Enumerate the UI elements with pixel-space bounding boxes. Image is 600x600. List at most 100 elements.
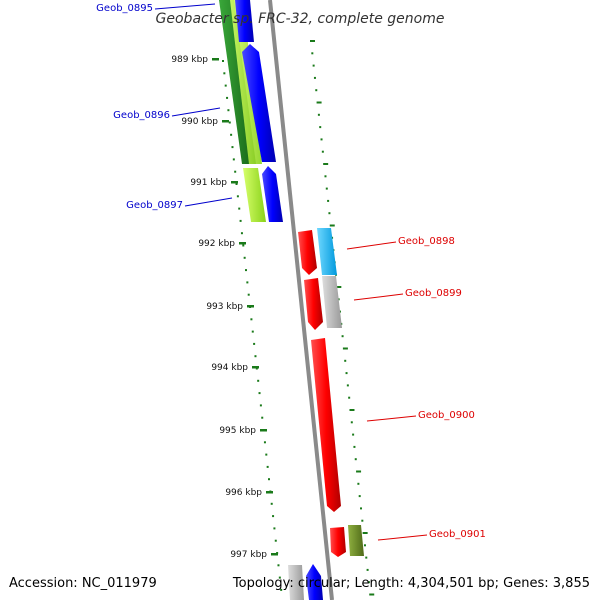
- gene-arrow-0900: [311, 338, 341, 512]
- tick-mark: [246, 281, 249, 284]
- genes-minus-strand: [235, 0, 283, 222]
- tick-mark: [266, 465, 269, 468]
- tick-mark: [346, 384, 349, 387]
- tick-mark: [311, 52, 314, 55]
- tick-mark: [341, 335, 344, 338]
- tick-mark: [344, 359, 347, 362]
- gene-leader-line: [171, 107, 221, 117]
- tick-mark: [352, 433, 355, 436]
- tick-mark: [231, 146, 234, 149]
- tick-mark: [327, 199, 330, 202]
- gene-label: Geob_0897: [126, 200, 183, 211]
- gene-label: Geob_0901: [429, 529, 486, 540]
- tick-mark: [315, 89, 318, 92]
- kbp-label: 992 kbp: [198, 239, 235, 249]
- gene-arrow-next: [306, 564, 323, 600]
- tick-mark: [369, 593, 375, 596]
- kbp-tick: [271, 553, 278, 556]
- tick-mark: [323, 163, 329, 165]
- gene-cog-lime-0895: [230, 0, 262, 164]
- tick-mark: [240, 232, 243, 235]
- gene-arrow-0896: [242, 44, 276, 162]
- tick-mark: [365, 556, 368, 559]
- genes-plus-strand: [298, 230, 346, 557]
- tick-mark: [274, 539, 277, 542]
- gene-cog-olive-0901: [348, 525, 364, 556]
- cog-track-plus: [317, 228, 364, 556]
- outer-tick-ring: [222, 40, 375, 596]
- tick-mark: [259, 404, 262, 407]
- tick-mark: [312, 64, 315, 67]
- tick-mark: [257, 379, 260, 382]
- tick-mark: [310, 40, 315, 42]
- gene-label: Geob_0900: [418, 410, 475, 421]
- gene-leader-line: [377, 534, 428, 541]
- tick-mark: [232, 158, 235, 161]
- tick-mark: [226, 96, 229, 99]
- tick-mark: [236, 195, 239, 198]
- gene-arrow-0901: [330, 527, 346, 557]
- tick-mark: [253, 342, 256, 345]
- tick-mark: [230, 133, 233, 136]
- tick-mark: [243, 256, 246, 259]
- tick-mark: [342, 347, 348, 350]
- kbp-scale: 989 kbp 990 kbp 991 kbp 992 kbp 993 kbp 994 k…: [171, 55, 278, 560]
- cog-track-minus: [219, 0, 266, 222]
- gene-labels: Geob_0895 Geob_0896 Geob_0897 Geob_0898 Geob…: [96, 3, 486, 541]
- gene-leader-line: [346, 241, 397, 250]
- tick-mark: [223, 72, 226, 75]
- gene-leader-line: [366, 415, 417, 422]
- kbp-label: 995 kbp: [219, 426, 256, 436]
- gene-label: Geob_0895: [96, 3, 153, 14]
- tick-mark: [247, 293, 250, 296]
- tick-mark: [239, 219, 242, 222]
- tick-mark: [227, 109, 230, 112]
- tick-mark: [336, 286, 342, 288]
- kbp-label: 996 kbp: [225, 488, 262, 498]
- kbp-tick: [212, 58, 219, 61]
- gene-leader-line: [184, 197, 233, 207]
- gene-label: Geob_0898: [398, 236, 455, 247]
- tick-mark: [353, 445, 356, 448]
- tick-mark: [234, 170, 237, 173]
- tick-mark: [228, 121, 231, 124]
- gene-cog-lime-0897: [243, 168, 266, 222]
- accession-text: Accession: NC_011979: [9, 576, 157, 591]
- tick-mark: [317, 113, 320, 116]
- tick-mark: [250, 318, 253, 321]
- gene-arrow-0898: [298, 230, 317, 275]
- tick-mark: [325, 187, 328, 190]
- tick-mark: [277, 564, 280, 567]
- tick-mark: [273, 527, 276, 530]
- tick-mark: [251, 330, 254, 333]
- tick-mark: [268, 478, 271, 481]
- tick-mark: [358, 495, 361, 498]
- kbp-label: 993 kbp: [206, 302, 243, 312]
- tick-mark: [254, 355, 257, 358]
- gene-label: Geob_0896: [113, 110, 170, 121]
- tick-mark: [356, 470, 362, 473]
- tick-mark: [263, 441, 266, 444]
- kbp-tick: [239, 242, 246, 245]
- gene-leader-line: [154, 3, 216, 10]
- genome-backbone: [268, 0, 334, 600]
- tick-mark: [329, 224, 335, 227]
- tick-mark: [366, 568, 369, 571]
- tick-mark: [362, 532, 368, 534]
- tick-mark: [245, 269, 248, 272]
- kbp-tick: [252, 366, 259, 369]
- tick-mark: [320, 138, 323, 141]
- tick-mark: [321, 150, 324, 153]
- tick-mark: [350, 421, 353, 424]
- page-title: Geobacter sp. FRC-32, complete genome: [156, 11, 445, 27]
- tick-mark: [361, 519, 364, 522]
- gene-arrow-0899: [304, 278, 323, 330]
- tick-mark: [278, 576, 281, 579]
- tick-mark: [345, 372, 348, 375]
- kbp-tick: [222, 120, 229, 123]
- tick-mark: [349, 409, 355, 411]
- gene-cog-gray-0899: [322, 276, 342, 328]
- tick-mark: [316, 101, 322, 104]
- tick-mark: [313, 76, 316, 79]
